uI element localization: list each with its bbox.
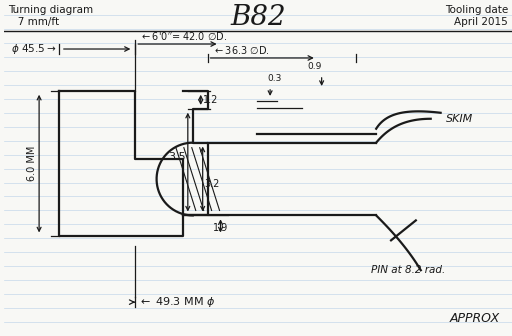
- Text: 7 mm/ft: 7 mm/ft: [8, 17, 59, 27]
- Text: SKIM: SKIM: [445, 114, 473, 124]
- Text: 3.5: 3.5: [168, 152, 186, 162]
- Text: $\leftarrow$6'0$''$= 42.0 $\emptyset$D.: $\leftarrow$6'0$''$= 42.0 $\emptyset$D.: [140, 30, 227, 42]
- Text: B82: B82: [230, 4, 286, 31]
- Text: $\leftarrow$36.3 $\emptyset$D.: $\leftarrow$36.3 $\emptyset$D.: [212, 44, 269, 56]
- Text: 1.2: 1.2: [203, 95, 218, 105]
- Text: APPROX: APPROX: [450, 312, 500, 325]
- Text: 1.9: 1.9: [213, 223, 228, 234]
- Text: 3.2: 3.2: [205, 179, 220, 189]
- Text: $\leftarrow$ 49.3 MM $\phi$: $\leftarrow$ 49.3 MM $\phi$: [138, 295, 216, 309]
- Text: 0.9: 0.9: [308, 62, 322, 71]
- Text: PIN at 8.2 rad.: PIN at 8.2 rad.: [371, 265, 445, 275]
- Text: 6.0 MM: 6.0 MM: [27, 146, 37, 181]
- Text: April 2015: April 2015: [454, 17, 508, 27]
- Text: Turning diagram: Turning diagram: [8, 5, 94, 15]
- Text: $\phi$ 45.5$\rightarrow$: $\phi$ 45.5$\rightarrow$: [11, 42, 57, 56]
- Text: 0.3: 0.3: [267, 74, 281, 83]
- Text: Tooling date: Tooling date: [445, 5, 508, 15]
